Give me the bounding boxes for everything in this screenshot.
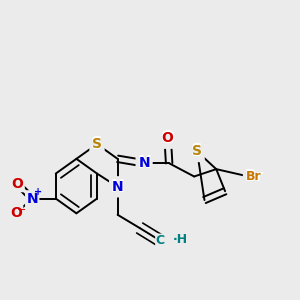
Text: O: O xyxy=(10,206,22,220)
Text: N: N xyxy=(26,192,38,206)
Text: Br: Br xyxy=(244,169,263,184)
Text: S: S xyxy=(191,142,203,160)
Text: +: + xyxy=(34,187,42,197)
Text: N: N xyxy=(138,156,150,170)
Text: S: S xyxy=(92,137,102,151)
Text: C: C xyxy=(156,234,165,247)
Text: S: S xyxy=(91,135,103,153)
Text: O: O xyxy=(160,129,175,147)
Text: N: N xyxy=(112,180,123,194)
Text: N: N xyxy=(137,154,151,172)
Text: N: N xyxy=(111,178,124,196)
Text: S: S xyxy=(192,145,202,158)
Text: O: O xyxy=(162,131,174,145)
Text: O: O xyxy=(12,177,23,191)
Text: ·H: ·H xyxy=(173,233,188,246)
Text: Br: Br xyxy=(246,170,262,183)
Text: −: − xyxy=(16,206,26,215)
